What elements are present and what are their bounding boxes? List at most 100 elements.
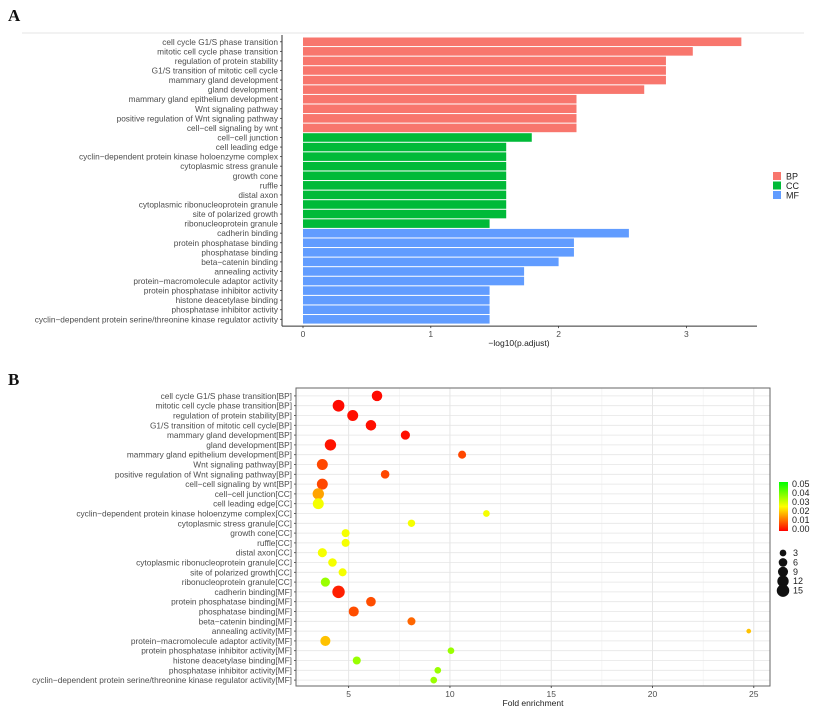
colorbar-tick-label: 0.00 <box>792 524 810 534</box>
legend-label-cc: CC <box>786 181 799 191</box>
point-7 <box>458 450 467 459</box>
bar-3 <box>303 56 666 66</box>
point-29 <box>434 666 442 674</box>
y-tick-label: positive regulation of Wnt signaling pat… <box>115 469 292 479</box>
y-tick-label: mammary gland epithelium development <box>129 94 279 104</box>
x-tick-label: 3 <box>684 329 689 339</box>
bar-5 <box>303 75 666 85</box>
y-tick-label: cyclin−dependent protein serine/threonin… <box>32 675 292 685</box>
panel-label-a: A <box>8 6 21 25</box>
point-25 <box>746 628 752 634</box>
y-tick-label: cell−cell signaling by wnt <box>187 123 279 133</box>
y-tick-label: ribonucleoprotein granule <box>184 219 278 229</box>
point-2 <box>332 399 345 412</box>
point-3 <box>347 410 359 421</box>
point-12 <box>312 498 324 510</box>
size-legend-dot <box>776 584 790 597</box>
point-28 <box>352 656 361 665</box>
x-axis-title: Fold enrichment <box>503 698 565 708</box>
bar-24 <box>303 257 559 267</box>
size-legend-dot <box>778 558 788 567</box>
y-tick-label: cyclin−dependent protein kinase holoenzy… <box>79 152 279 162</box>
y-tick-label: cyclin−dependent protein serine/threonin… <box>35 314 279 324</box>
y-tick-label: mammary gland epithelium development[BP] <box>127 450 292 460</box>
bar-30 <box>303 315 490 324</box>
y-tick-label: cyclin−dependent protein kinase holoenzy… <box>76 509 292 519</box>
bar-10 <box>303 123 577 133</box>
bar-15 <box>303 171 507 181</box>
bar-22 <box>303 238 574 248</box>
y-tick-label: gland development[BP] <box>206 440 292 450</box>
y-tick-label: site of polarized growth[CC] <box>190 567 292 577</box>
y-tick-label: protein phosphatase binding <box>174 238 279 248</box>
y-tick-label: phosphatase inhibitor activity <box>171 305 278 315</box>
y-tick-label: cell cycle G1/S phase transition[BP] <box>161 391 292 401</box>
bar-8 <box>303 104 577 114</box>
x-axis-title: −log10(p.adjust) <box>488 338 549 348</box>
y-tick-label: Wnt signaling pathway[BP] <box>193 460 292 470</box>
bar-1 <box>303 37 742 47</box>
y-tick-label: ribonucleoprotein granule[CC] <box>182 577 292 587</box>
y-tick-label: gland development <box>208 85 279 95</box>
x-tick-label: 15 <box>546 689 556 699</box>
point-15 <box>341 529 350 538</box>
bar-9 <box>303 114 577 123</box>
bar-16 <box>303 181 507 190</box>
point-26 <box>320 635 331 646</box>
y-tick-label: ruffle <box>260 180 279 190</box>
y-tick-label: distal axon <box>238 190 278 200</box>
point-18 <box>328 558 337 567</box>
y-tick-label: cell leading edge <box>216 142 279 152</box>
point-11 <box>312 488 324 500</box>
y-tick-label: mitotic cell cycle phase transition <box>157 46 278 56</box>
legend-swatch-cc <box>773 181 781 190</box>
point-9 <box>380 469 390 479</box>
point-27 <box>447 647 455 655</box>
y-tick-label: cytoplasmic stress granule[CC] <box>178 518 292 528</box>
colorbar-tick-label: 0.01 <box>792 515 810 525</box>
bar-28 <box>303 295 490 305</box>
point-14 <box>407 519 416 527</box>
y-tick-label: cadherin binding <box>217 228 278 238</box>
y-tick-label: G1/S transition of mitotic cell cycle <box>152 65 279 75</box>
size-legend-dot <box>779 549 787 557</box>
legend-label-mf: MF <box>786 191 799 201</box>
y-tick-label: phosphatase binding <box>201 247 278 257</box>
point-10 <box>316 478 328 490</box>
bar-4 <box>303 66 666 75</box>
y-tick-label: annealing activity[MF] <box>212 626 292 636</box>
y-tick-label: mammary gland development[BP] <box>167 430 292 440</box>
point-30 <box>430 676 438 684</box>
point-20 <box>320 577 330 587</box>
y-tick-label: cell cycle G1/S phase transition <box>162 37 278 47</box>
colorbar-tick-label: 0.03 <box>792 497 810 507</box>
colorbar <box>779 482 788 531</box>
bar-18 <box>303 200 507 209</box>
y-tick-label: phosphatase inhibitor activity[MF] <box>169 665 292 675</box>
y-tick-label: histone deacetylase binding[MF] <box>173 656 292 666</box>
x-tick-label: 5 <box>346 689 351 699</box>
y-tick-label: positive regulation of Wnt signaling pat… <box>117 113 279 123</box>
bar-7 <box>303 94 577 104</box>
point-23 <box>348 606 359 617</box>
size-legend-label: 3 <box>793 548 798 558</box>
panel-label-b: B <box>8 370 20 389</box>
y-tick-label: cytoplasmic ribonucleoprotein granule[CC… <box>136 558 292 568</box>
y-tick-label: protein phosphatase inhibitor activity[M… <box>141 646 292 656</box>
bar-2 <box>303 47 693 56</box>
point-6 <box>324 439 337 451</box>
y-tick-label: distal axon[CC] <box>236 548 292 558</box>
point-16 <box>341 538 350 547</box>
size-legend-label: 12 <box>793 576 803 586</box>
point-24 <box>407 617 416 626</box>
size-legend-dot <box>777 575 789 587</box>
y-tick-label: beta−catenin binding[MF] <box>199 616 292 626</box>
bar-11 <box>303 133 532 142</box>
y-tick-label: cell−cell junction[CC] <box>215 489 292 499</box>
plot-border <box>295 387 771 687</box>
y-tick-label: ruffle[CC] <box>257 538 292 548</box>
size-legend-label: 6 <box>793 557 798 567</box>
y-tick-label: mitotic cell cycle phase transition[BP] <box>156 401 293 411</box>
bar-13 <box>303 152 507 161</box>
